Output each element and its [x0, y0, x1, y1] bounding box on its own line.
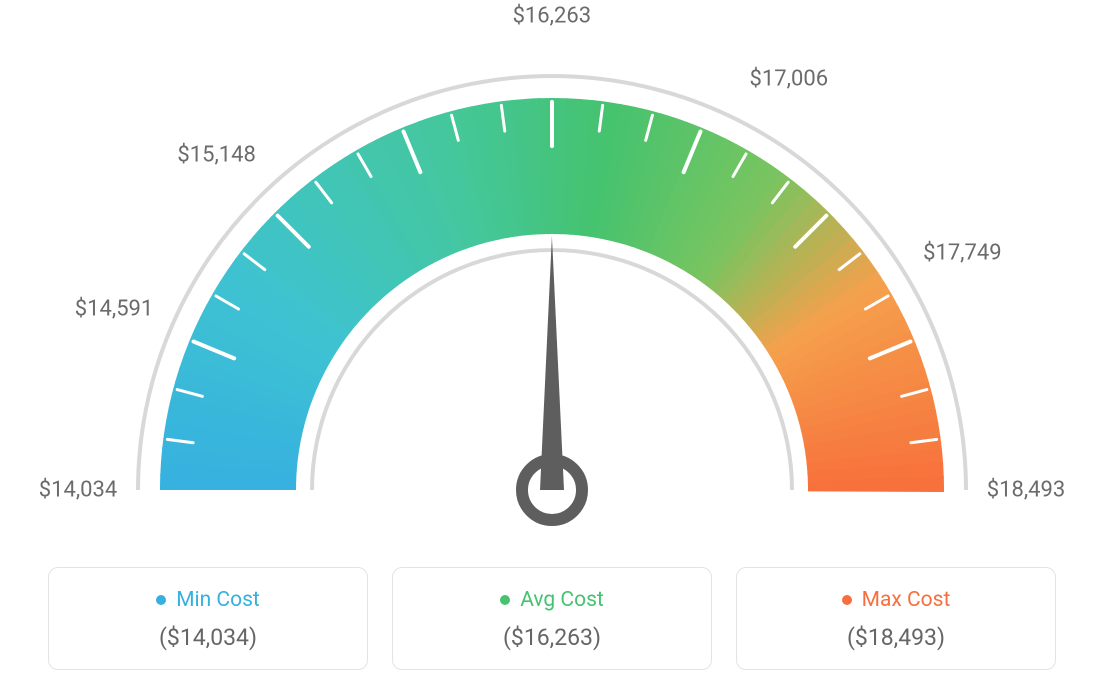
gauge-tick-label: $17,749: [923, 240, 1002, 265]
gauge-tick-label: $15,148: [177, 143, 256, 168]
legend-value-min: ($14,034): [59, 624, 357, 651]
legend-label-min: Min Cost: [176, 588, 260, 612]
legend-title-max: Max Cost: [842, 588, 951, 612]
legend-value-max: ($18,493): [747, 624, 1045, 651]
legend-card-min: Min Cost ($14,034): [48, 567, 368, 670]
legend-row: Min Cost ($14,034) Avg Cost ($16,263) Ma…: [0, 567, 1104, 670]
legend-title-min: Min Cost: [156, 588, 260, 612]
legend-value-avg: ($16,263): [403, 624, 701, 651]
legend-label-max: Max Cost: [862, 588, 951, 612]
legend-card-max: Max Cost ($18,493): [736, 567, 1056, 670]
gauge-tick-label: $14,591: [75, 296, 154, 321]
gauge-tick-label: $18,493: [987, 478, 1066, 503]
legend-label-avg: Avg Cost: [520, 588, 604, 612]
gauge-tick-label: $16,263: [513, 4, 592, 29]
gauge-tick-label: $14,034: [39, 478, 118, 503]
gauge-chart: $14,034 $14,591 $15,148 $16,263 $17,006 $17,7…: [0, 0, 1104, 540]
gauge-tick-label: $17,006: [750, 67, 829, 92]
legend-dot-avg: [500, 595, 510, 605]
legend-title-avg: Avg Cost: [500, 588, 604, 612]
legend-dot-min: [156, 595, 166, 605]
gauge-svg: [0, 0, 1104, 540]
legend-card-avg: Avg Cost ($16,263): [392, 567, 712, 670]
legend-dot-max: [842, 595, 852, 605]
